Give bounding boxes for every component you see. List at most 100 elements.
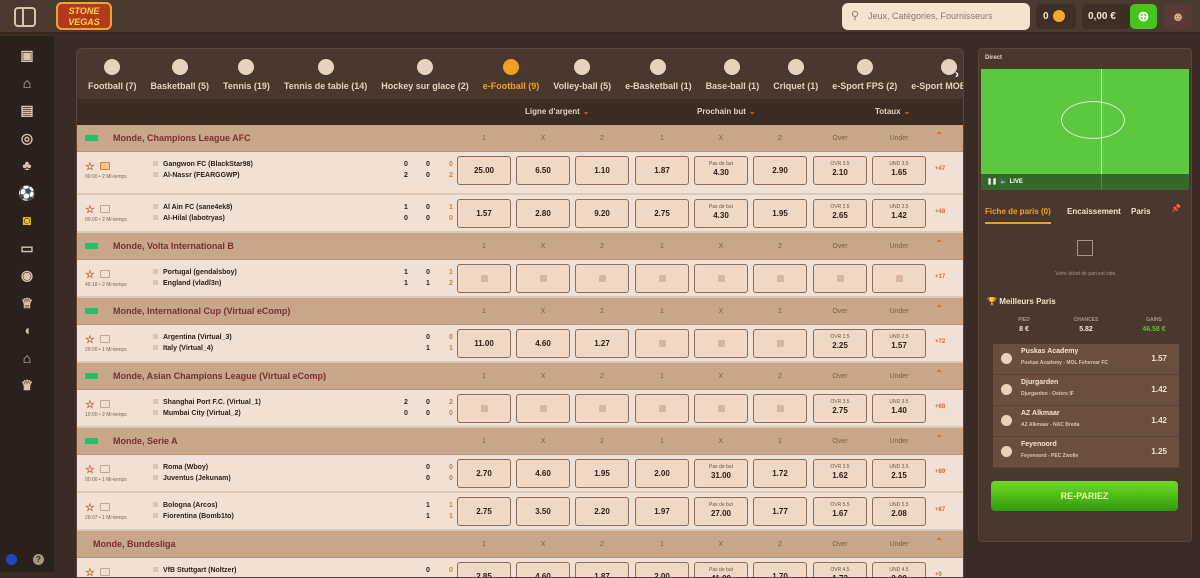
- favorite-star-icon[interactable]: ☆: [85, 399, 95, 411]
- chevron-right-icon[interactable]: ›: [955, 67, 959, 81]
- more-markets-link[interactable]: +87: [935, 507, 946, 513]
- more-markets-link[interactable]: +89: [935, 469, 946, 475]
- sidebar-item-live-casino[interactable]: ◙: [0, 207, 54, 235]
- odds-button[interactable]: 1.27: [575, 329, 629, 358]
- sport-tab[interactable]: e-Sport FPS (2): [825, 49, 904, 99]
- best-bet-item[interactable]: Puskas Academy Puskas Academy - MOL Feher…: [993, 344, 1179, 375]
- match-row[interactable]: ☆ 10:00 • 2 Mi-temps Shanghai Port F.C. (V…: [77, 390, 963, 428]
- language-icon[interactable]: [6, 554, 17, 565]
- tv-icon[interactable]: [100, 465, 110, 473]
- odds-button[interactable]: OVR 3.5 1.62: [813, 459, 867, 488]
- odds-button[interactable]: 1.95: [575, 459, 629, 488]
- sport-tab[interactable]: Football (7): [81, 49, 144, 99]
- league-header[interactable]: Monde, Asian Champions League (Virtual e…: [77, 363, 963, 390]
- best-bet-item[interactable]: Djurgarden Djurgarden - Osters IF 1.42: [993, 375, 1179, 406]
- odds-button[interactable]: 2.80: [516, 199, 570, 228]
- odds-button[interactable]: Pas de but 4.30: [694, 156, 748, 185]
- favorite-star-icon[interactable]: ☆: [85, 161, 95, 173]
- odds-button[interactable]: Pas de but 31.00: [694, 459, 748, 488]
- chevron-up-icon[interactable]: ⌃: [935, 131, 944, 142]
- odds-button[interactable]: 4.60: [516, 459, 570, 488]
- best-bet-item[interactable]: Feyenoord Feyenoord - PEC Zwolle 1.25: [993, 437, 1179, 468]
- sidebar-item-vip-crown[interactable]: ♛: [0, 372, 54, 400]
- favorite-star-icon[interactable]: ☆: [85, 204, 95, 216]
- best-bet-item[interactable]: AZ Alkmaar AZ Alkmaar - NAC Breda 1.42: [993, 406, 1179, 437]
- odds-button[interactable]: 2.00: [635, 459, 689, 488]
- logo[interactable]: STONE VEGAS: [56, 2, 112, 30]
- odds-button[interactable]: 25.00: [457, 156, 511, 185]
- league-header[interactable]: Monde, International Cup (Virtual eComp)…: [77, 298, 963, 325]
- odds-button[interactable]: 2.75: [635, 199, 689, 228]
- sidebar-item-cards[interactable]: ♣: [0, 152, 54, 180]
- tab-cashout[interactable]: Encaissement: [1067, 207, 1121, 216]
- chevron-up-icon[interactable]: ⌃: [935, 434, 944, 445]
- odds-button[interactable]: 2.75: [457, 497, 511, 526]
- chevron-up-icon[interactable]: ⌃: [935, 369, 944, 380]
- odds-button[interactable]: 1.87: [635, 156, 689, 185]
- match-row[interactable]: ☆ 29:00 • 1 Mi-temps Argentina (Virtual_3)…: [77, 325, 963, 363]
- coins-balance[interactable]: 0: [1036, 4, 1076, 29]
- deposit-button[interactable]: ⊕: [1130, 4, 1157, 29]
- sport-tab[interactable]: Base-ball (1): [699, 49, 767, 99]
- odds-button[interactable]: 3.50: [516, 497, 570, 526]
- odds-button[interactable]: OVR 3.5 2.75: [813, 394, 867, 423]
- wallet-balance[interactable]: 0,00 €: [1082, 4, 1130, 29]
- tv-icon[interactable]: [100, 205, 110, 213]
- odds-button[interactable]: OVR 3.5 2.10: [813, 156, 867, 185]
- sport-tab[interactable]: Tennis (19): [216, 49, 277, 99]
- league-header[interactable]: Monde, Champions League AFC 1 X 2 1 X 2 Over Und…: [77, 125, 963, 152]
- odds-button[interactable]: 1.95: [753, 199, 807, 228]
- tab-bets[interactable]: Paris: [1131, 207, 1151, 216]
- tv-icon[interactable]: [100, 335, 110, 343]
- tab-betslip[interactable]: Fiche de paris (0): [985, 207, 1051, 224]
- odds-button[interactable]: 4.60: [516, 329, 570, 358]
- odds-button[interactable]: 1.70: [753, 562, 807, 577]
- sport-tab[interactable]: Tennis de table (14): [277, 49, 374, 99]
- sport-tab[interactable]: Criquet (1): [766, 49, 825, 99]
- sidebar-item-promotions[interactable]: ◖: [0, 317, 54, 345]
- odds-button[interactable]: 1.57: [457, 199, 511, 228]
- odds-button[interactable]: UND 5.5 2.08: [872, 497, 926, 526]
- more-markets-link[interactable]: +0: [935, 572, 942, 578]
- match-row[interactable]: ☆ 26:07 • 1 Mi-temps Bologna (Arcos) Fioren…: [77, 493, 963, 531]
- pause-icon[interactable]: ❚❚: [987, 179, 998, 185]
- match-row[interactable]: ☆ 00:00 • 1 Mi-temps Roma (Wboy) Juventus (…: [77, 455, 963, 493]
- sidebar-item-trophy[interactable]: ♕: [0, 290, 54, 318]
- odds-button[interactable]: OVR 2.5 2.65: [813, 199, 867, 228]
- more-markets-link[interactable]: +48: [935, 209, 946, 215]
- match-row[interactable]: ☆ VfB Stuttgart (Noltzer) 0 0 2.85 4.60 1.87 2.…: [77, 558, 963, 578]
- more-markets-link[interactable]: +47: [935, 166, 946, 172]
- odds-button[interactable]: UND 3.5 2.15: [872, 459, 926, 488]
- sidebar-item-virtual[interactable]: ▭: [0, 235, 54, 263]
- match-row[interactable]: ☆ 00:00 • 2 Mi-temps Gangwon FC (BlackStar…: [77, 152, 963, 195]
- odds-button[interactable]: UND 3.5 1.40: [872, 394, 926, 423]
- sport-tab[interactable]: e-Basketball (1): [618, 49, 699, 99]
- odds-button[interactable]: 2.70: [457, 459, 511, 488]
- odds-button[interactable]: 6.50: [516, 156, 570, 185]
- sport-tab[interactable]: Basketball (5): [144, 49, 217, 99]
- odds-button[interactable]: 1.97: [635, 497, 689, 526]
- odds-button[interactable]: UND 2.5 1.42: [872, 199, 926, 228]
- tv-icon[interactable]: [100, 568, 110, 576]
- league-header[interactable]: Monde, Bundesliga 1 X 2 1 X 2 Over Under ⌃: [77, 531, 963, 558]
- odds-button[interactable]: UND 3.5 1.65: [872, 156, 926, 185]
- sidebar-item-home[interactable]: ⌂: [0, 70, 54, 98]
- odds-button[interactable]: UND 4.52.00: [872, 562, 926, 577]
- tv-icon[interactable]: [100, 162, 110, 170]
- favorite-star-icon[interactable]: ☆: [85, 502, 95, 514]
- odds-button[interactable]: 2.20: [575, 497, 629, 526]
- sidebar-item-darts[interactable]: ◉: [0, 262, 54, 290]
- more-markets-link[interactable]: +72: [935, 339, 946, 345]
- chevron-up-icon[interactable]: ⌃: [935, 537, 944, 548]
- odds-button[interactable]: 1.87: [575, 562, 629, 577]
- odds-button[interactable]: OVR 2.5 2.25: [813, 329, 867, 358]
- odds-button[interactable]: Pas de but41.00: [694, 562, 748, 577]
- market-next-goal[interactable]: Prochain but ⌄: [697, 107, 756, 116]
- rebet-button[interactable]: RE-PARIEZ: [991, 481, 1178, 511]
- favorite-star-icon[interactable]: ☆: [85, 567, 95, 578]
- favorite-star-icon[interactable]: ☆: [85, 334, 95, 346]
- sidebar-item-football[interactable]: ⚽: [0, 180, 54, 208]
- chevron-up-icon[interactable]: ⌃: [935, 239, 944, 250]
- odds-button[interactable]: 11.00: [457, 329, 511, 358]
- odds-button[interactable]: 2.90: [753, 156, 807, 185]
